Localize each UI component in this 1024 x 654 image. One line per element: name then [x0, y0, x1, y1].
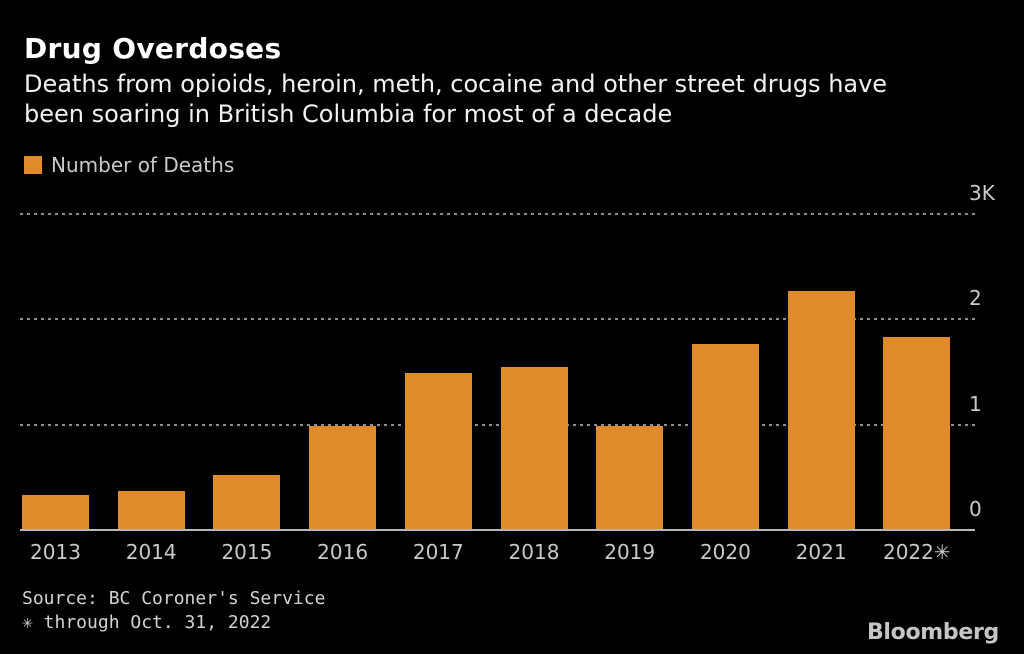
- x-tick-label-2014: 2014: [125, 540, 177, 564]
- y-tick-label-0: 0: [969, 497, 982, 521]
- bar-2019: [596, 425, 664, 530]
- chart-title: Drug Overdoses: [24, 32, 282, 65]
- gridline-1: [20, 423, 975, 426]
- legend-label: Number of Deaths: [51, 153, 235, 177]
- gridline-2: [20, 318, 975, 321]
- x-tick-label-2018: 2018: [508, 540, 560, 564]
- chart-subtitle: Deaths from opioids, heroin, meth, cocai…: [24, 69, 887, 129]
- legend: Number of Deaths: [24, 153, 234, 177]
- plot-area: [20, 213, 975, 530]
- subtitle-line-1: Deaths from opioids, heroin, meth, cocai…: [24, 70, 888, 98]
- bar-2015: [213, 474, 281, 530]
- bar-2018: [500, 366, 568, 530]
- source-text: Source: BC Coroner's Service: [22, 588, 326, 609]
- bar-2014: [117, 491, 185, 530]
- x-axis-line: [20, 529, 975, 531]
- bar-2021: [787, 291, 855, 530]
- bloomberg-logo: Bloomberg: [866, 620, 999, 645]
- y-tick-label-3K: 3K: [969, 181, 995, 205]
- x-tick-label-2022: 2022✳: [882, 540, 951, 564]
- gridline-3K: [20, 213, 975, 215]
- bar-2017: [404, 372, 472, 530]
- x-tick-label-2015: 2015: [221, 540, 273, 564]
- footnote-text: ✳ through Oct. 31, 2022: [22, 612, 272, 633]
- bar-2013: [22, 495, 89, 530]
- y-tick-label-1: 1: [969, 391, 982, 416]
- bar-2020: [691, 343, 759, 530]
- x-tick-label-2013: 2013: [30, 540, 81, 564]
- bar-2016: [309, 426, 377, 530]
- subtitle-line-2: been soaring in British Columbia for mos…: [24, 100, 673, 128]
- x-tick-label-2021: 2021: [795, 540, 847, 564]
- x-tick-label-2016: 2016: [317, 540, 369, 564]
- x-tick-label-2019: 2019: [604, 540, 656, 564]
- legend-swatch-icon: [24, 156, 42, 174]
- x-tick-label-2020: 2020: [699, 540, 751, 564]
- x-tick-label-2017: 2017: [412, 540, 464, 564]
- y-tick-label-2: 2: [969, 286, 982, 311]
- bar-2022: [883, 337, 951, 530]
